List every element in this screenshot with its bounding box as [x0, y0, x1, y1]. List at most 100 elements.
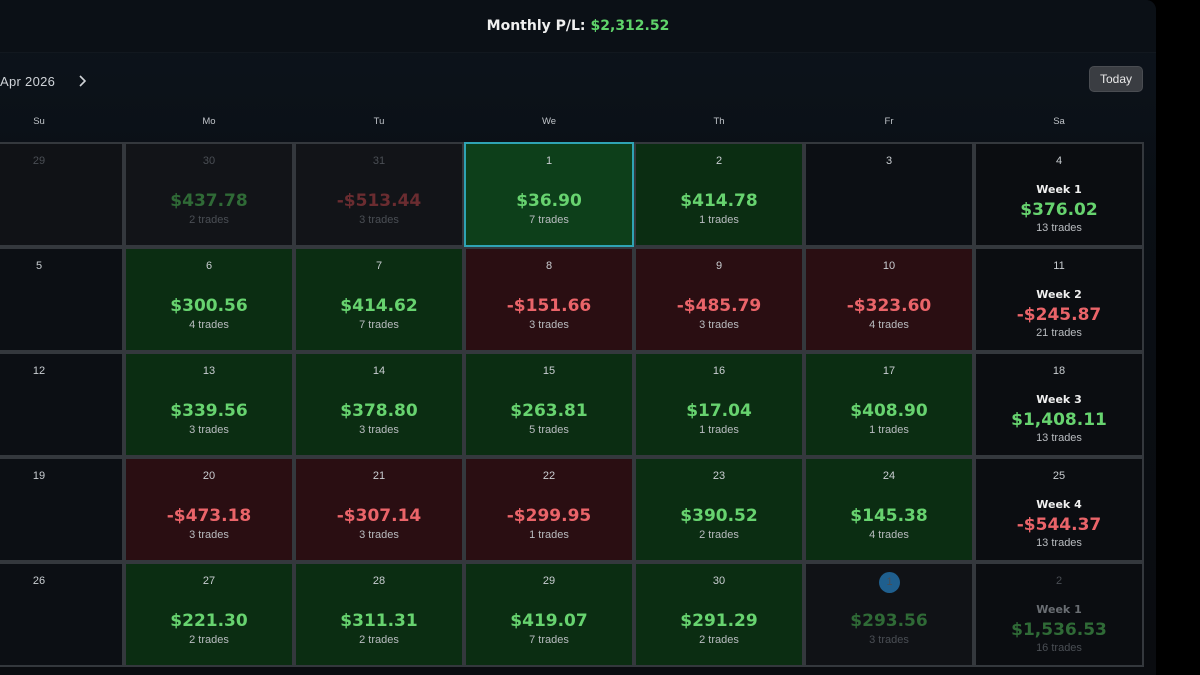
week-trade-count: 13 trades [1036, 432, 1082, 444]
day-pl-amount: -$485.79 [676, 296, 762, 316]
calendar-day-cell[interactable]: 31 -$513.44 3 trades [294, 142, 464, 247]
day-number: 7 [375, 260, 383, 272]
week-pl-amount: $376.02 [1020, 200, 1098, 220]
calendar-day-cell[interactable]: 28 $311.31 2 trades [294, 562, 464, 667]
day-number: 1 [879, 572, 900, 593]
calendar-day-cell[interactable]: 22 -$299.95 1 trades [464, 457, 634, 562]
day-number: 18 [1052, 365, 1066, 377]
day-pl-amount: -$323.60 [846, 296, 932, 316]
day-number: 29 [32, 155, 46, 167]
day-number: 17 [882, 365, 896, 377]
calendar-day-cell[interactable]: 16 $17.04 1 trades [634, 352, 804, 457]
weekday-6: Sa [1053, 116, 1065, 127]
day-pl-amount: $145.38 [850, 506, 928, 526]
calendar-day-cell[interactable]: 29 [0, 142, 124, 247]
day-pl-amount: $437.78 [170, 191, 248, 211]
day-trade-count: 4 trades [189, 319, 229, 331]
calendar-day-cell[interactable]: 10 -$323.60 4 trades [804, 247, 974, 352]
calendar-day-cell[interactable]: 29 $419.07 7 trades [464, 562, 634, 667]
day-number: 28 [372, 575, 386, 587]
day-number: 29 [542, 575, 556, 587]
weekday-3: We [541, 116, 557, 127]
week-summary-cell[interactable]: 25 Week 4 -$544.37 13 trades [974, 457, 1144, 562]
day-number: 10 [882, 260, 896, 272]
day-trade-count: 3 trades [529, 319, 569, 331]
calendar-day-cell[interactable]: 19 [0, 457, 124, 562]
day-pl-amount: $408.90 [850, 401, 928, 421]
day-number: 2 [1055, 575, 1063, 587]
weekday-2: Tu [373, 116, 385, 127]
calendar-day-cell[interactable]: 30 $437.78 2 trades [124, 142, 294, 247]
calendar-day-cell[interactable]: 2 $414.78 1 trades [634, 142, 804, 247]
week-summary-cell[interactable]: 11 Week 2 -$245.87 21 trades [974, 247, 1144, 352]
week-label: Week 2 [1036, 288, 1082, 301]
day-pl-amount: $311.31 [340, 611, 418, 631]
week-pl-amount: $1,408.11 [1011, 410, 1107, 430]
week-summary-cell[interactable]: 18 Week 3 $1,408.11 13 trades [974, 352, 1144, 457]
day-number: 26 [32, 575, 46, 587]
day-number: 13 [202, 365, 216, 377]
calendar-day-cell[interactable]: 5 [0, 247, 124, 352]
monthly-pl-header: Monthly P/L: $2,312.52 [0, 0, 1156, 53]
day-trade-count: 7 trades [359, 319, 399, 331]
week-summary-cell[interactable]: 2 Week 1 $1,536.53 16 trades [974, 562, 1144, 667]
today-button[interactable]: Today [1089, 66, 1143, 92]
calendar-day-cell[interactable]: 9 -$485.79 3 trades [634, 247, 804, 352]
calendar-day-cell[interactable]: 30 $291.29 2 trades [634, 562, 804, 667]
day-trade-count: 2 trades [189, 634, 229, 646]
calendar-day-cell[interactable]: 23 $390.52 2 trades [634, 457, 804, 562]
day-trade-count: 2 trades [699, 634, 739, 646]
day-trade-count: 3 trades [359, 529, 399, 541]
day-trade-count: 3 trades [699, 319, 739, 331]
day-number: 25 [1052, 470, 1066, 482]
calendar-day-cell[interactable]: 14 $378.80 3 trades [294, 352, 464, 457]
calendar-day-cell[interactable]: 6 $300.56 4 trades [124, 247, 294, 352]
day-number: 30 [712, 575, 726, 587]
chevron-right-icon[interactable] [74, 71, 90, 91]
current-month-label: Apr 2026 [0, 73, 56, 89]
day-trade-count: 7 trades [529, 634, 569, 646]
calendar-day-cell[interactable]: 1 $36.90 7 trades [464, 142, 634, 247]
calendar-day-cell[interactable]: 20 -$473.18 3 trades [124, 457, 294, 562]
day-number: 21 [372, 470, 386, 482]
calendar-day-cell[interactable]: 8 -$151.66 3 trades [464, 247, 634, 352]
day-number: 9 [715, 260, 723, 272]
day-number: 30 [202, 155, 216, 167]
calendar-day-cell[interactable]: 13 $339.56 3 trades [124, 352, 294, 457]
monthly-pl-amount: $2,312.52 [590, 18, 670, 34]
day-number: 12 [32, 365, 46, 377]
week-label: Week 1 [1036, 603, 1082, 616]
week-trade-count: 21 trades [1036, 327, 1082, 339]
day-number: 16 [712, 365, 726, 377]
day-trade-count: 2 trades [189, 214, 229, 226]
calendar-day-cell[interactable]: 7 $414.62 7 trades [294, 247, 464, 352]
day-pl-amount: -$151.66 [506, 296, 592, 316]
calendar-day-cell[interactable]: 15 $263.81 5 trades [464, 352, 634, 457]
day-pl-amount: $300.56 [170, 296, 248, 316]
calendar-day-cell[interactable]: 3 [804, 142, 974, 247]
calendar-day-cell[interactable]: 27 $221.30 2 trades [124, 562, 294, 667]
day-pl-amount: $17.04 [686, 401, 752, 421]
calendar-day-cell[interactable]: 17 $408.90 1 trades [804, 352, 974, 457]
day-number: 8 [545, 260, 553, 272]
day-number: 22 [542, 470, 556, 482]
week-summary-cell[interactable]: 4 Week 1 $376.02 13 trades [974, 142, 1144, 247]
day-pl-amount: $339.56 [170, 401, 248, 421]
day-number: 15 [542, 365, 556, 377]
calendar-day-cell[interactable]: 24 $145.38 4 trades [804, 457, 974, 562]
day-trade-count: 2 trades [699, 529, 739, 541]
day-pl-amount: -$473.18 [166, 506, 252, 526]
day-number: 31 [372, 155, 386, 167]
day-pl-amount: $291.29 [680, 611, 758, 631]
day-trade-count: 3 trades [869, 634, 909, 646]
day-pl-amount: $378.80 [340, 401, 418, 421]
calendar-day-cell[interactable]: 12 [0, 352, 124, 457]
day-trade-count: 7 trades [529, 214, 569, 226]
day-pl-amount: $293.56 [850, 611, 928, 631]
calendar-day-cell[interactable]: 1 $293.56 3 trades [804, 562, 974, 667]
calendar-day-cell[interactable]: 26 [0, 562, 124, 667]
day-number: 27 [202, 575, 216, 587]
calendar-day-cell[interactable]: 21 -$307.14 3 trades [294, 457, 464, 562]
day-pl-amount: $419.07 [510, 611, 588, 631]
day-trade-count: 1 trades [529, 529, 569, 541]
